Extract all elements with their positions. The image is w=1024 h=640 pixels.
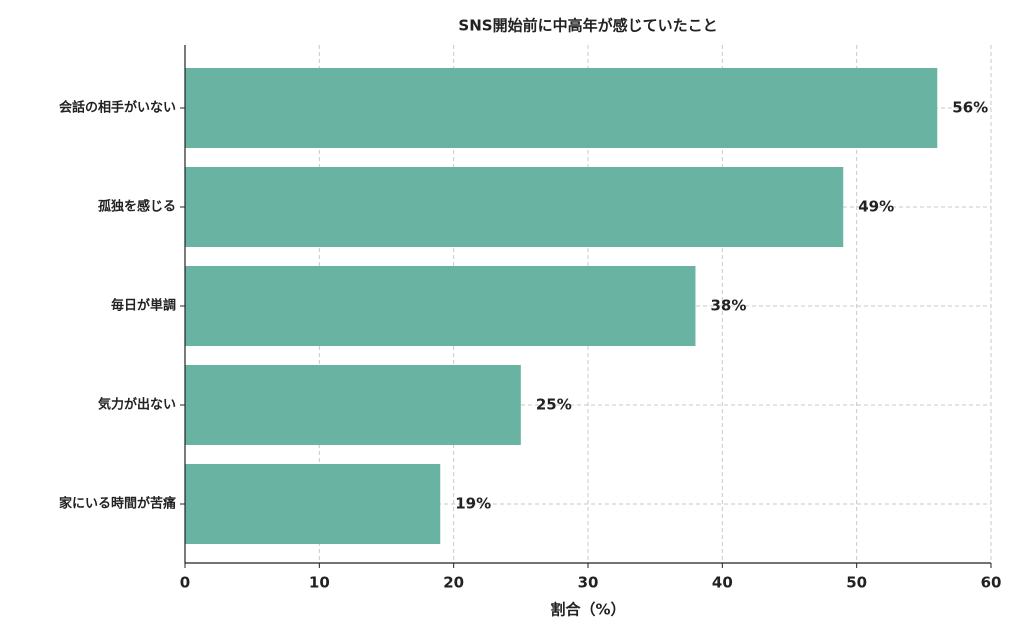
value-label: 38% [710, 297, 746, 315]
x-tick-label: 60 [981, 574, 1002, 592]
y-tick-label: 会話の相手がいない [59, 100, 176, 116]
value-label: 19% [455, 495, 491, 513]
x-tick-label: 50 [846, 574, 867, 592]
y-tick-label: 毎日が単調 [111, 298, 176, 314]
value-label: 25% [536, 396, 572, 414]
chart-title: SNS開始前に中高年が感じていたこと [458, 17, 717, 35]
bar [185, 365, 521, 445]
x-axis-label: 割合（%） [550, 601, 625, 619]
x-tick-label: 10 [309, 574, 330, 592]
x-tick-label: 40 [712, 574, 733, 592]
bar [185, 68, 938, 148]
bar [185, 167, 844, 247]
x-tick-label: 30 [578, 574, 599, 592]
y-tick-label: 孤独を感じる [98, 199, 176, 215]
x-tick-label: 20 [443, 574, 464, 592]
value-label: 49% [858, 198, 894, 216]
bar [185, 464, 441, 544]
x-tick-label: 0 [180, 574, 190, 592]
value-label: 56% [952, 99, 988, 117]
bar [185, 266, 696, 346]
y-tick-label: 気力が出ない [98, 397, 176, 413]
y-tick-label: 家にいる時間が苦痛 [59, 496, 176, 512]
